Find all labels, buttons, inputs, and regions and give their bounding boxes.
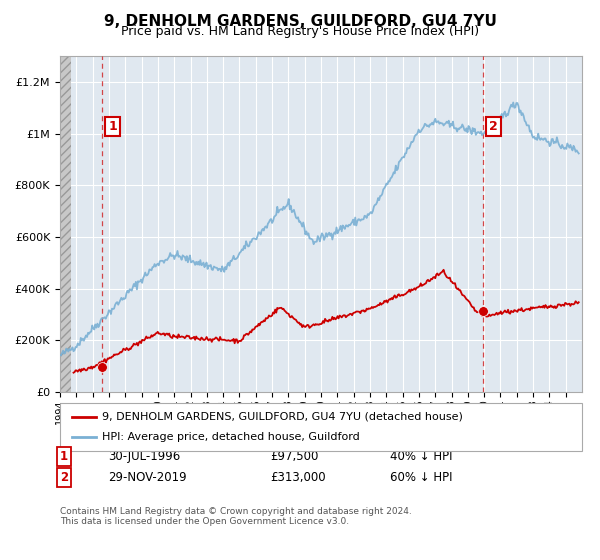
Text: 40% ↓ HPI: 40% ↓ HPI (390, 450, 452, 463)
Text: 2: 2 (60, 471, 68, 484)
Text: 9, DENHOLM GARDENS, GUILDFORD, GU4 7YU: 9, DENHOLM GARDENS, GUILDFORD, GU4 7YU (104, 14, 496, 29)
Text: £97,500: £97,500 (270, 450, 319, 463)
Bar (60, 56, 71, 392)
Text: 1: 1 (109, 120, 117, 133)
Text: £313,000: £313,000 (270, 471, 326, 484)
Text: 30-JUL-1996: 30-JUL-1996 (108, 450, 180, 463)
Text: Contains HM Land Registry data © Crown copyright and database right 2024.
This d: Contains HM Land Registry data © Crown c… (60, 507, 412, 526)
Text: 60% ↓ HPI: 60% ↓ HPI (390, 471, 452, 484)
Text: 2: 2 (489, 120, 498, 133)
Text: HPI: Average price, detached house, Guildford: HPI: Average price, detached house, Guil… (102, 432, 360, 442)
Text: 1: 1 (60, 450, 68, 463)
Text: 9, DENHOLM GARDENS, GUILDFORD, GU4 7YU (detached house): 9, DENHOLM GARDENS, GUILDFORD, GU4 7YU (… (102, 412, 463, 422)
Text: 29-NOV-2019: 29-NOV-2019 (108, 471, 187, 484)
Text: Price paid vs. HM Land Registry's House Price Index (HPI): Price paid vs. HM Land Registry's House … (121, 25, 479, 38)
